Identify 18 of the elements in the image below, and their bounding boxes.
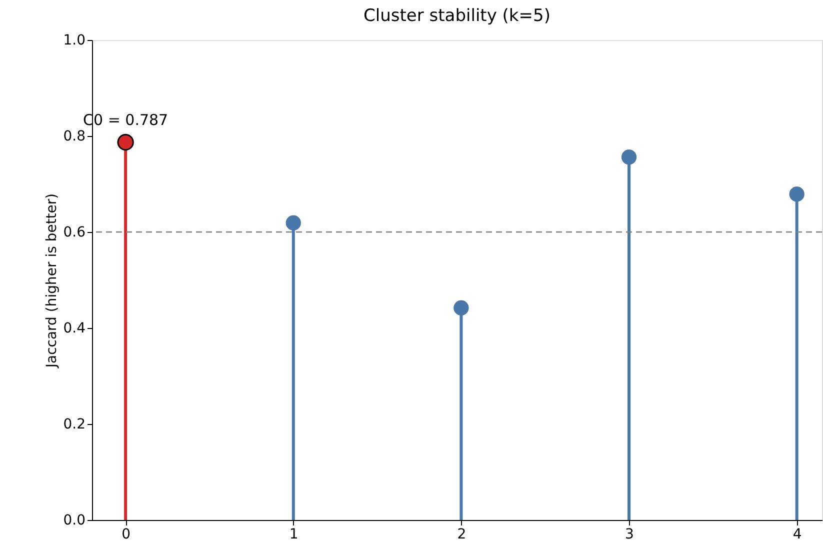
y-axis-title: Jaccard (higher is better): [44, 193, 60, 369]
x-tick-label: 3: [625, 526, 634, 542]
y-tick-label: 0.4: [63, 320, 86, 336]
y-tick-label: 0.2: [63, 416, 86, 432]
point: [789, 186, 804, 202]
point: [621, 150, 637, 165]
x-tick-label: 1: [289, 526, 298, 542]
chart-title: Cluster stability (k=5): [364, 6, 550, 26]
point: [117, 134, 134, 151]
y-tick-label: 0.8: [63, 128, 86, 144]
x-tick-label: 2: [457, 526, 466, 542]
point: [286, 215, 301, 230]
point: [454, 300, 469, 316]
y-tick-label: 1.0: [63, 32, 86, 48]
x-tick-label: 0: [122, 526, 131, 542]
y-tick-label: 0.6: [63, 224, 86, 240]
x-tick-label: 4: [792, 526, 802, 542]
y-tick-label: 0.0: [63, 512, 86, 528]
